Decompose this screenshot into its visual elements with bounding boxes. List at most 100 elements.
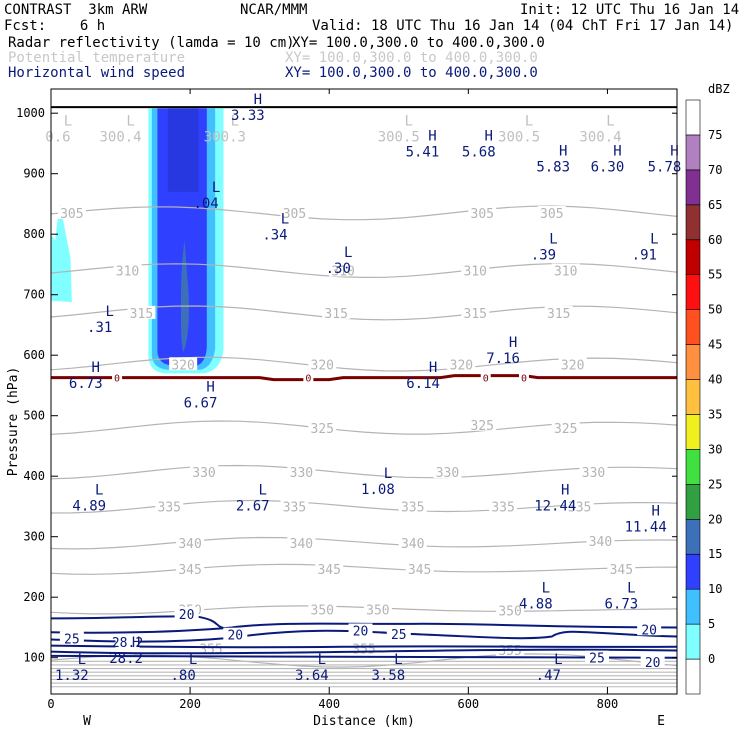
colorbar-swatch <box>685 379 701 415</box>
extremum-letter: L <box>281 211 289 227</box>
y-tick-label: 200 <box>23 590 45 604</box>
theta-label-bg <box>169 357 198 371</box>
theta-label: 345 <box>317 563 340 578</box>
colorbar-swatch <box>685 518 701 555</box>
extremum-letter: L <box>606 113 614 129</box>
reflectivity-fill <box>51 108 224 374</box>
theta-label: 340 <box>589 535 612 550</box>
y-tick-label: 300 <box>23 530 45 544</box>
colorbar-tick-label: 0 <box>708 652 715 666</box>
theta-contour-345 <box>51 563 677 575</box>
theta-label: 340 <box>178 537 201 552</box>
theta-label-bg <box>489 499 518 513</box>
extremum-value: .04 <box>193 196 218 212</box>
colorbar-tick-label: 5 <box>708 617 715 631</box>
theta-label: 310 <box>464 265 487 280</box>
theta-label-bg <box>544 305 573 319</box>
extremum-value: .31 <box>87 320 112 336</box>
extremum-value: 3.33 <box>231 108 265 124</box>
theta-label: 345 <box>610 563 633 578</box>
theta-label: 335 <box>283 500 306 515</box>
theta-label-bg <box>398 535 427 549</box>
colorbar-tick-label: 10 <box>708 582 722 596</box>
theta-label: 335 <box>401 500 424 515</box>
colorbar-tick-label: 65 <box>708 198 722 212</box>
theta-label-bg <box>468 206 497 220</box>
colorbar-swatch <box>685 658 701 695</box>
y-tick-label: 700 <box>23 288 45 302</box>
x-tick-label: 800 <box>597 697 619 711</box>
refl-20dbz <box>180 240 189 353</box>
theta-contour-325 <box>51 420 677 435</box>
x-axis-label: Distance (km) <box>313 714 415 729</box>
extremum-letter: L <box>231 113 239 129</box>
theta-label-bg <box>176 535 205 549</box>
theta-label: 350 <box>366 603 389 618</box>
y-tick-label: 600 <box>23 348 45 362</box>
extremum-letter: L <box>212 180 220 196</box>
theta-label-bg <box>586 533 615 547</box>
theta-label-bg <box>57 206 86 220</box>
colorbar-tick-label: 35 <box>708 407 722 421</box>
extremum-value: 1.32 <box>55 668 89 684</box>
extremum-value: 7.16 <box>486 351 520 367</box>
wind-label: 25 <box>589 652 605 667</box>
theta-label-bg <box>287 535 316 549</box>
wind-label-bg <box>115 634 140 648</box>
extremum-letter: H <box>509 335 517 351</box>
extremum-value: 28.2 <box>109 651 143 667</box>
theta-label: 325 <box>554 422 577 437</box>
colorbar-swatch <box>685 623 701 660</box>
y-tick-label: 900 <box>23 167 45 181</box>
extremum-letter: H <box>559 144 567 160</box>
extremum-value: 1.08 <box>361 482 395 498</box>
colorbar-swatch <box>685 204 701 241</box>
x-tick-label: 400 <box>318 697 340 711</box>
theta-label-bg <box>329 263 358 277</box>
theta-label-bg <box>565 499 594 513</box>
theta-label: 320 <box>171 358 194 373</box>
extremum-value: .39 <box>531 247 556 263</box>
colorbar-swatch <box>685 484 701 520</box>
extremum-value: 300.4 <box>99 129 141 145</box>
theta-label: 335 <box>568 500 591 515</box>
extremum-letter: L <box>554 652 562 668</box>
wind-label: 20 <box>641 623 657 638</box>
extremum-value: 5.78 <box>648 160 682 176</box>
theta-label-bg <box>155 499 184 513</box>
theta-label: 330 <box>436 466 459 481</box>
wind-label: 28.2 <box>112 636 143 651</box>
extremum-letter: H <box>561 482 569 498</box>
refl-fringe-west <box>51 203 72 302</box>
wind-label: 25 <box>391 628 407 643</box>
extremum-value: 300.5 <box>498 129 540 145</box>
theta-label-bg <box>280 499 309 513</box>
theta-contour-340 <box>51 536 677 550</box>
field1-xy: XY= 100.0,300.0 to 400.0,300.0 <box>292 35 545 51</box>
theta-label: 340 <box>401 537 424 552</box>
theta-label-bg <box>280 206 309 220</box>
freezing-label: 0 <box>483 374 489 385</box>
theta-label: 305 <box>471 207 494 222</box>
wind-contour <box>51 622 677 634</box>
x-tick-label: 600 <box>457 697 479 711</box>
wind-label-bg <box>585 650 610 664</box>
extremum-value: 2.67 <box>236 498 270 514</box>
colorbar-swatch <box>685 553 701 590</box>
theta-label-bg <box>308 357 337 371</box>
wind-label: 20 <box>353 624 369 639</box>
field1-name: Radar reflectivity (lamda = 10 cm) <box>8 35 295 51</box>
theta-label: 330 <box>192 466 215 481</box>
extremum-letter: H <box>428 128 436 144</box>
y-tick-label: 800 <box>23 227 45 241</box>
extremum-value: 300.4 <box>579 129 621 145</box>
theta-label: 345 <box>408 563 431 578</box>
plot-frame <box>50 88 678 695</box>
theta-label-bg <box>315 561 344 575</box>
header-fcst: Fcst: 6 h <box>4 18 106 34</box>
extrema-labels: L1.32L.80L3.64L3.58L.47H28.2L4.88L6.73H1… <box>45 92 681 684</box>
theta-label-bg <box>398 499 427 513</box>
colorbar-tick-label: 60 <box>708 233 722 247</box>
extremum-letter: L <box>344 245 352 261</box>
